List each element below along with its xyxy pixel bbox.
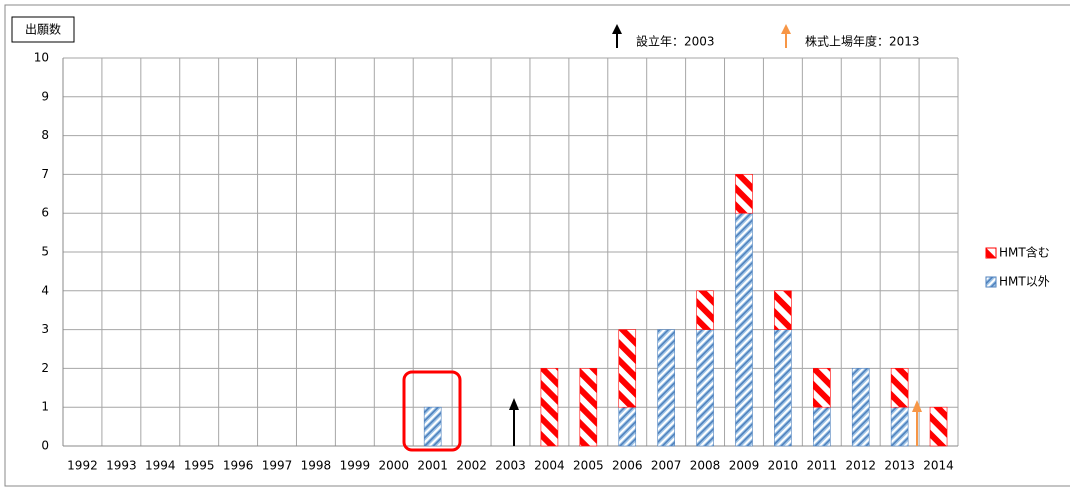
- y-tick-label: 6: [41, 206, 49, 220]
- bar-segment: [618, 406, 637, 447]
- bar-segment: [813, 368, 831, 408]
- x-tick-label: 1994: [145, 459, 176, 473]
- bar-segment: [890, 368, 909, 408]
- x-tick-label: 1998: [301, 459, 332, 473]
- y-tick-label: 9: [41, 89, 49, 103]
- y-tick-label: 5: [41, 245, 49, 259]
- bar-segment: [540, 368, 559, 447]
- x-tick-label: 2012: [845, 459, 876, 473]
- bar-segment: [813, 406, 831, 447]
- x-tick-label: 2003: [495, 459, 526, 473]
- bar-segment: [929, 406, 948, 447]
- x-tick-label: 2013: [884, 459, 915, 473]
- y-axis-label: 出願数: [25, 22, 61, 37]
- bar-segment: [851, 368, 870, 447]
- bar-segment: [696, 290, 714, 330]
- legend-swatch: [985, 247, 997, 259]
- x-tick-label: 2014: [923, 459, 954, 473]
- x-tick-label: 1999: [340, 459, 371, 473]
- y-tick-label: 7: [41, 167, 49, 181]
- x-tick-label: 2010: [768, 459, 799, 473]
- bar-segment: [890, 406, 909, 447]
- annotation-founded: [612, 24, 622, 48]
- y-tick-label: 1: [41, 400, 49, 414]
- x-tick-label: 1996: [223, 459, 254, 473]
- x-tick-label: 2005: [573, 459, 604, 473]
- annotation-text: 設立年：2003: [636, 34, 715, 49]
- x-tick-label: 2004: [534, 459, 565, 473]
- annotation-text: 株式上場年度：2013: [805, 34, 920, 49]
- annotation-ipo: [781, 24, 791, 48]
- x-tick-label: 1993: [106, 459, 137, 473]
- legend-label: HMT含む: [999, 245, 1050, 260]
- legend-label: HMT以外: [999, 275, 1050, 289]
- y-tick-label: 2: [41, 361, 49, 375]
- x-tick-label: 2009: [729, 459, 760, 473]
- x-tick-label: 2000: [378, 459, 409, 473]
- bar-segment: [735, 174, 753, 214]
- bar-segment: [423, 406, 442, 447]
- y-tick-label: 0: [41, 439, 49, 453]
- bar-segment: [774, 290, 792, 330]
- ipo-arrow-head: [912, 400, 922, 412]
- x-tick-label: 2001: [417, 459, 448, 473]
- chart-border: [4, 4, 1070, 487]
- x-tick-label: 1997: [262, 459, 293, 473]
- bar-segment: [579, 368, 598, 447]
- x-tick-label: 2002: [456, 459, 487, 473]
- bar-segment: [657, 329, 675, 447]
- x-tick-label: 1992: [67, 459, 98, 473]
- highlight-box: [402, 370, 462, 452]
- bar-segment: [618, 329, 637, 408]
- legend-swatch: [985, 276, 997, 288]
- y-tick-label: 8: [41, 128, 49, 142]
- bar-segment: [774, 329, 792, 447]
- bar-segment: [735, 212, 753, 447]
- x-tick-label: 2011: [807, 459, 838, 473]
- x-tick-label: 2008: [690, 459, 721, 473]
- founded-arrow-head: [509, 398, 519, 410]
- y-label-box: [11, 16, 75, 43]
- y-tick-label: 4: [41, 283, 49, 297]
- y-tick-label: 10: [34, 51, 49, 65]
- bar-segment: [696, 329, 714, 447]
- x-tick-label: 2007: [651, 459, 682, 473]
- x-tick-label: 1995: [184, 459, 215, 473]
- x-tick-label: 2006: [612, 459, 643, 473]
- y-tick-label: 3: [41, 322, 49, 336]
